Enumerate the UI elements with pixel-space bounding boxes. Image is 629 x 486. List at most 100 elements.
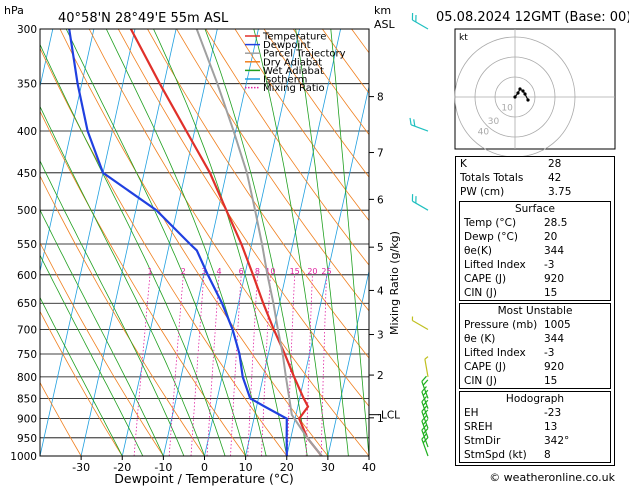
row-label: StmSpd (kt): [464, 449, 527, 461]
table-row: StmDir 342°: [460, 434, 610, 448]
row-label: θe (K): [464, 333, 496, 345]
row-label: CIN (J): [464, 287, 497, 299]
hodograph-frame: [454, 28, 616, 150]
hodograph-ring-label: 40: [478, 127, 490, 137]
dry-adiabat: [40, 110, 246, 456]
wet-adiabat: [40, 43, 226, 456]
row-label: Dewp (°C): [464, 231, 518, 243]
pressure-tick-label: 450: [17, 168, 37, 180]
table-row: CIN (J) 15: [460, 374, 610, 388]
row-label: θe(K): [464, 245, 492, 257]
row-value: -3: [544, 259, 555, 271]
dry-adiabat: [40, 381, 82, 456]
legend-label: Parcel Trajectory: [263, 49, 346, 60]
row-label: Lifted Index: [464, 347, 526, 359]
wind-barb: [421, 386, 429, 409]
x-tick-label: -10: [154, 461, 172, 474]
hodograph-point: [518, 87, 522, 91]
x-tick-label: 20: [280, 461, 294, 474]
mixing-ratio-label: 20: [307, 267, 317, 276]
isotherm-line: [80, 29, 177, 456]
wind-barb: [421, 424, 429, 448]
datetime-title: 05.08.2024 12GMT (Base: 00): [436, 10, 629, 25]
km-tick-label: 3: [377, 330, 384, 342]
hodograph-ring-label: 10: [501, 104, 513, 114]
row-value: 3.75: [548, 186, 572, 198]
pressure-tick-label: 550: [17, 239, 37, 251]
mixing-ratio-label: 25: [321, 267, 331, 276]
legend-label: Temperature: [262, 32, 326, 43]
isotherm-line: [286, 84, 369, 456]
surface-section: Surface Temp (°C) 28.5 Dewp (°C) 20 θe(K) 344…: [459, 201, 611, 301]
pressure-tick-label: 850: [17, 393, 37, 405]
table-row: K 28: [456, 157, 614, 171]
isotherm-line: [40, 29, 95, 274]
location-title: 40°58'N 28°49'E 55m ASL: [58, 11, 229, 26]
pressure-tick-label: 600: [17, 270, 37, 282]
hodograph-ring-label: 30: [488, 117, 500, 127]
pressure-tick-label: 1000: [10, 451, 37, 463]
mixing-ratio-line: [168, 274, 184, 456]
row-value: 28.5: [544, 217, 568, 229]
hodograph-title: Hodograph: [505, 393, 565, 405]
mixing-ratio-line: [247, 274, 258, 456]
pressure-tick-label: 750: [17, 349, 37, 361]
row-label: StmDir: [464, 435, 501, 447]
isotherm-line: [327, 269, 369, 456]
mixing-ratio-label: 15: [290, 267, 300, 276]
pressure-tick-label: 500: [17, 205, 37, 217]
row-value: 342°: [544, 435, 570, 447]
row-label: CAPE (J): [464, 361, 507, 373]
mixing-ratio-line: [230, 274, 242, 456]
row-value: 13: [544, 421, 558, 433]
series-temperature: [129, 29, 323, 456]
table-row: SREH 13: [460, 420, 610, 434]
row-label: EH: [464, 407, 479, 419]
row-value: 20: [544, 231, 558, 243]
dry-adiabat: [40, 241, 164, 456]
table-row: Pressure (mb) 1005: [460, 318, 610, 332]
row-label: SREH: [464, 421, 493, 433]
table-row: PW (cm) 3.75: [456, 185, 614, 199]
table-row: CAPE (J) 920: [460, 360, 610, 374]
wind-barb: [421, 375, 429, 399]
x-tick-label: -30: [72, 461, 90, 474]
hodograph-unit: kt: [459, 33, 468, 43]
hpa-label: hPa: [4, 4, 24, 17]
km-tick-label: 4: [377, 285, 384, 297]
pressure-tick-label: 650: [17, 298, 37, 310]
table-row: EH -23: [460, 406, 610, 420]
legend-label: Dry Adiabat: [263, 57, 322, 68]
pressure-tick-label: 300: [17, 24, 37, 36]
row-value: 920: [544, 361, 565, 373]
dry-adiabat: [40, 175, 205, 456]
km-tick-label: 5: [377, 242, 384, 254]
wind-barb: [411, 12, 429, 30]
wet-adiabat: [330, 29, 369, 456]
dry-adiabat: [263, 29, 369, 178]
x-tick-label: 0: [201, 461, 208, 474]
table-row: StmSpd (kt) 8: [460, 448, 610, 462]
table-row: Lifted Index -3: [460, 258, 610, 272]
legend-label: Mixing Ratio: [263, 83, 325, 94]
wet-adiabat: [204, 29, 308, 456]
pressure-tick-label: 900: [17, 414, 37, 426]
wet-adiabat: [295, 29, 349, 456]
row-label: Pressure (mb): [464, 319, 538, 331]
km-tick-label: 1: [377, 413, 384, 425]
series-dewpoint: [68, 29, 288, 456]
legend-label: Dewpoint: [263, 40, 311, 51]
series-parcel-trajectory: [195, 29, 323, 456]
dry-adiabat: [59, 29, 329, 456]
hodograph-point: [516, 91, 520, 95]
mixing-ratio-line: [190, 274, 205, 456]
surface-title: Surface: [514, 203, 555, 215]
row-label: CAPE (J): [464, 273, 507, 285]
wind-barb: [421, 405, 429, 429]
dry-adiabat: [40, 310, 123, 456]
legend-label: Isotherm: [263, 75, 307, 86]
row-value: -23: [544, 407, 562, 419]
mixing-ratio-line: [261, 274, 271, 456]
mixing-ratio-label: 2: [181, 267, 186, 276]
